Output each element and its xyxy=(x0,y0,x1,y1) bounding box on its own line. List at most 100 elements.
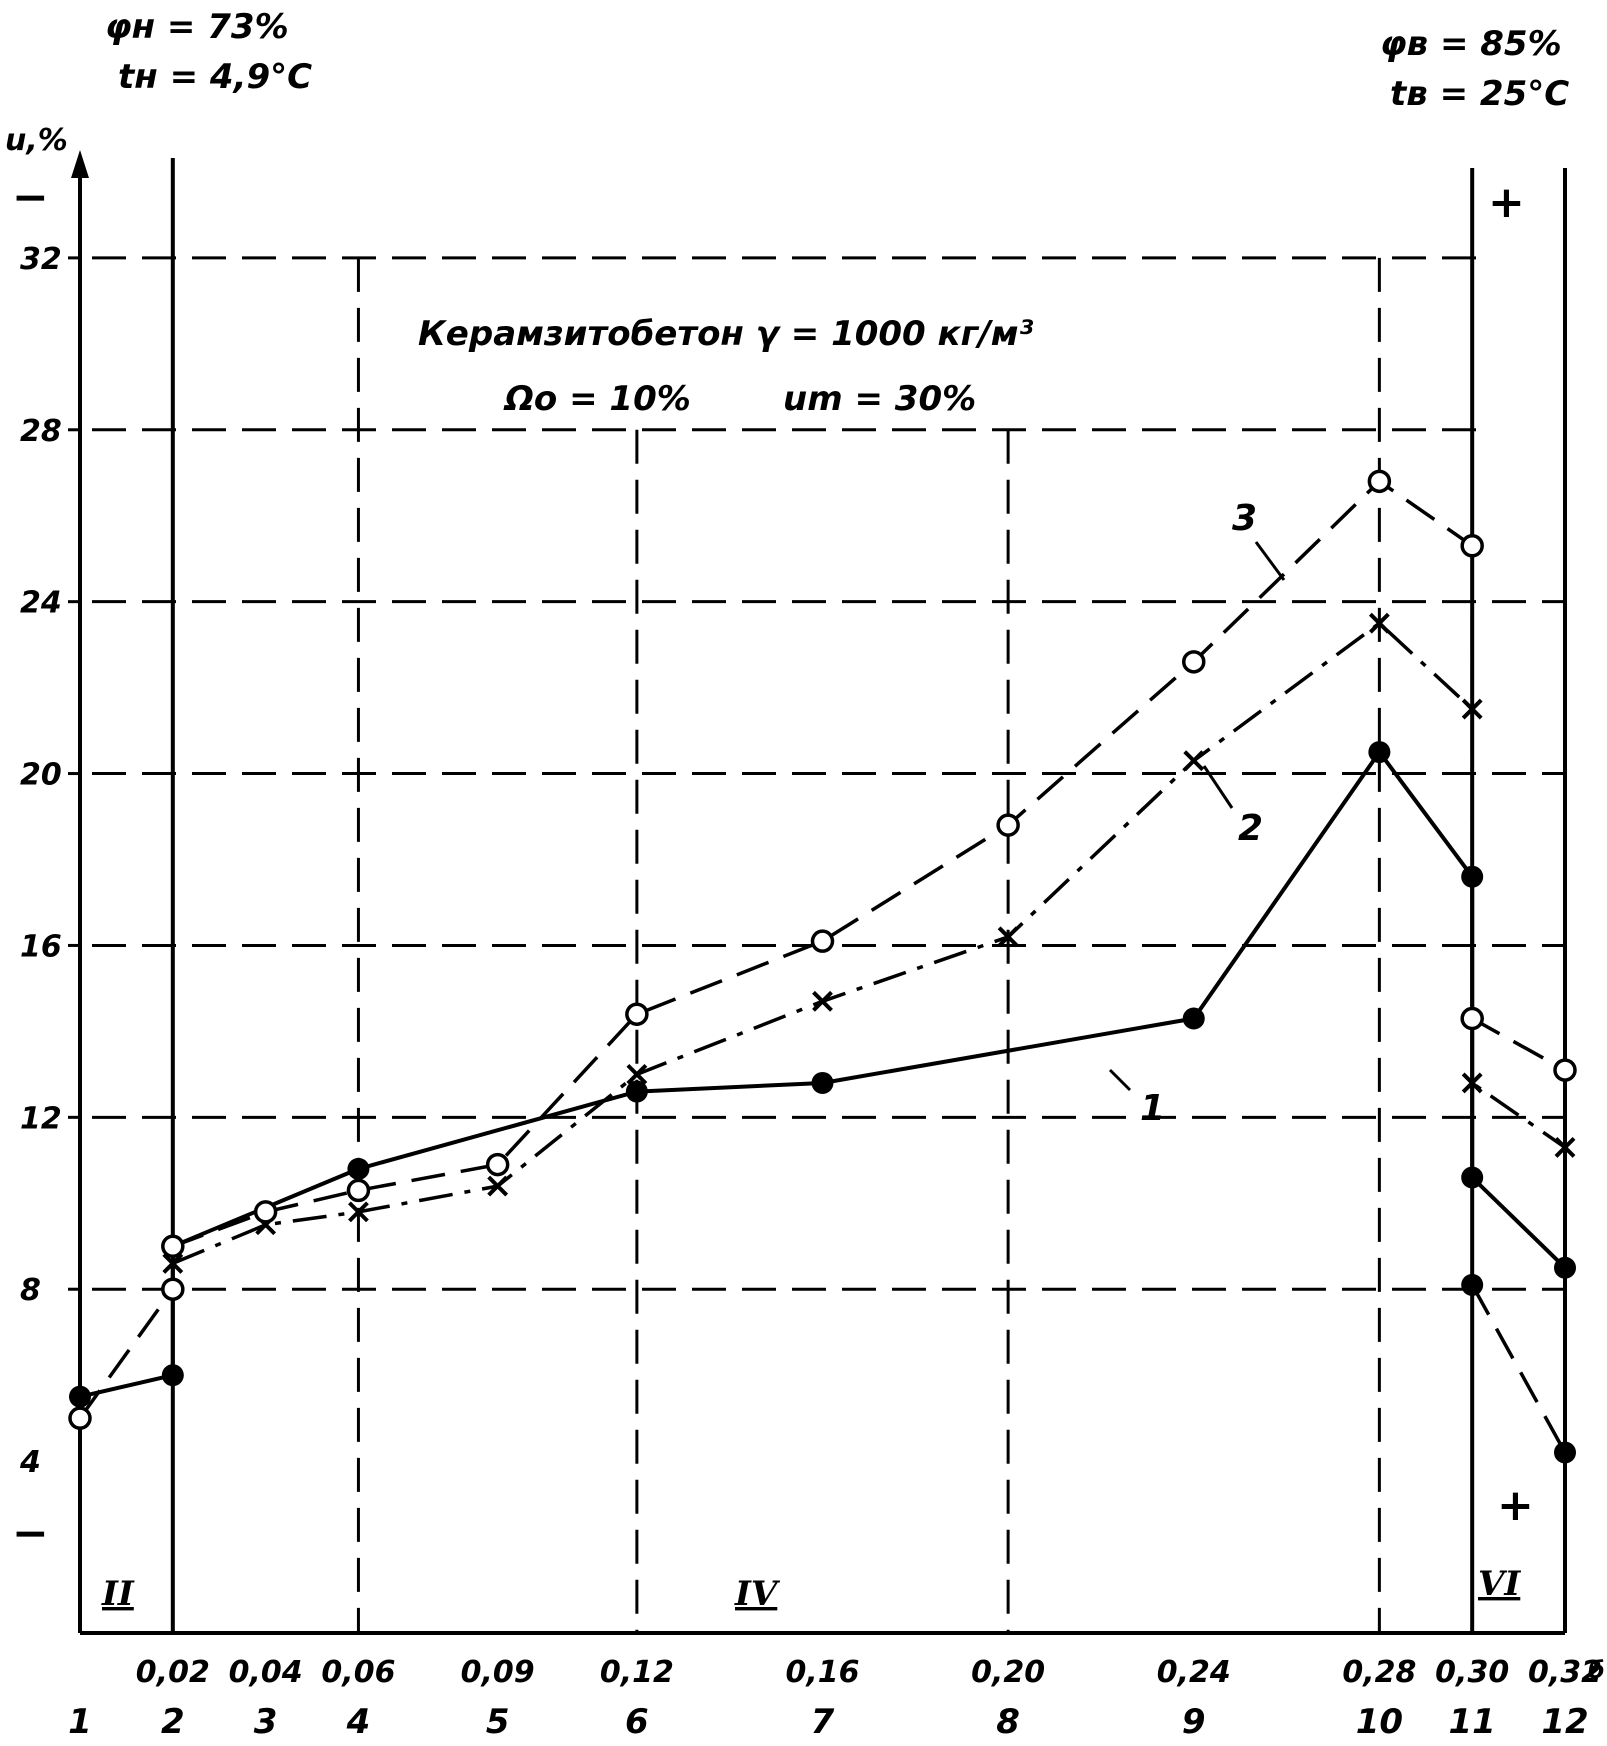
minus-sign-bottom: − xyxy=(12,1508,49,1559)
data-point-sx3-0 xyxy=(1461,1273,1484,1296)
data-point-s3-0 xyxy=(68,1406,92,1430)
series-line-3 xyxy=(78,479,1566,1420)
data-point-s3-2 xyxy=(161,1234,185,1258)
curve-leader-3 xyxy=(1254,541,1286,581)
point-number-11: 11 xyxy=(1449,1702,1496,1741)
point-number-3: 3 xyxy=(254,1702,278,1741)
data-point-s2-9 xyxy=(1461,698,1483,720)
y-tick-label-24: 24 xyxy=(20,586,62,621)
inner-temperature-label: tв = 25°C xyxy=(1390,74,1569,114)
data-point-s1-3 xyxy=(347,1157,370,1180)
data-point-s3-4 xyxy=(346,1178,371,1203)
data-point-s3-11 xyxy=(1460,534,1484,558)
data-point-s1-1 xyxy=(161,1364,184,1387)
data-point-s3-5 xyxy=(485,1152,510,1177)
x-tick-label-0_16: 0,16 xyxy=(785,1655,859,1690)
axes xyxy=(68,150,1567,1635)
x-tick-label-0_30: 0,30 xyxy=(1435,1655,1509,1690)
series-1 xyxy=(69,741,1576,1408)
outer-humidity-label: φн = 73% xyxy=(105,7,289,47)
y-tick-label-20: 20 xyxy=(20,758,62,793)
y-axis-label: u,% xyxy=(5,123,68,158)
data-point-s3-9 xyxy=(1182,650,1206,674)
point-number-10: 10 xyxy=(1356,1702,1403,1741)
data-point-s3-7 xyxy=(810,929,835,953)
material-label: Керамзитобетон γ = 1000 кг/м³ xyxy=(418,314,1034,354)
data-point-s1-4 xyxy=(625,1080,648,1103)
point-number-5: 5 xyxy=(486,1702,510,1741)
point-number-12: 12 xyxy=(1541,1702,1588,1741)
y-tick-label-8: 8 xyxy=(20,1273,41,1308)
data-point-s2-5 xyxy=(812,990,833,1012)
omega-label: Ωо = 10% xyxy=(503,379,691,419)
curve-leader-1 xyxy=(1108,1068,1132,1092)
point-number-6: 6 xyxy=(625,1702,649,1741)
point-number-1: 1 xyxy=(68,1702,92,1741)
curve-label-3: 3 xyxy=(1232,498,1257,539)
data-point-s1-6 xyxy=(1182,1007,1205,1030)
data-point-s1-5 xyxy=(811,1071,834,1094)
series-line-2 xyxy=(172,621,1566,1266)
point-number-8: 8 xyxy=(996,1702,1020,1741)
data-point-s1-0 xyxy=(69,1385,91,1408)
plus-sign-bottom: + xyxy=(1497,1480,1534,1531)
data-point-s2-7 xyxy=(1183,750,1205,772)
x-tick-label-0_20: 0,20 xyxy=(971,1655,1045,1690)
data-point-s3-13 xyxy=(1553,1058,1577,1082)
series-line-extra-3 xyxy=(1470,1284,1567,1454)
data-point-s2-0 xyxy=(162,1253,184,1274)
x-tick-label-0_28: 0,28 xyxy=(1342,1655,1416,1690)
series-group: 1 2 3 xyxy=(68,469,1577,1464)
data-point-s2-4 xyxy=(626,1063,648,1085)
data-point-s1-9 xyxy=(1461,1166,1484,1189)
data-point-s3-6 xyxy=(625,1002,649,1026)
y-tick-label-16: 16 xyxy=(20,929,62,964)
data-point-s3-12 xyxy=(1460,1006,1484,1031)
curve-label-2: 2 xyxy=(1238,808,1263,849)
corner-letter: б xyxy=(1588,1656,1605,1684)
outer-temperature-label: tн = 4,9°C xyxy=(118,57,312,97)
inner-humidity-label: φв = 85% xyxy=(1380,24,1562,64)
data-point-s2-11 xyxy=(1554,1136,1576,1158)
plus-sign-top: + xyxy=(1488,177,1525,228)
data-point-sx3-1 xyxy=(1554,1441,1576,1464)
y-tick-label-12: 12 xyxy=(20,1101,62,1136)
data-point-s3-8 xyxy=(996,813,1020,837)
x-tick-label-0_12: 0,12 xyxy=(600,1655,674,1690)
y-tick-label-28: 28 xyxy=(20,414,62,449)
x-tick-label-0_04: 0,04 xyxy=(229,1655,303,1690)
y-axis-arrow xyxy=(71,150,89,178)
data-point-s2-10 xyxy=(1461,1072,1483,1094)
y-tick-label-4: 4 xyxy=(19,1445,41,1480)
zone-label-ii: II xyxy=(101,1574,135,1614)
point-number-4: 4 xyxy=(346,1702,371,1741)
data-point-s3-1 xyxy=(161,1277,185,1301)
minus-sign-top: − xyxy=(12,172,49,223)
series-extra-3 xyxy=(1461,1273,1576,1464)
data-point-s3-3 xyxy=(253,1200,278,1224)
point-number-2: 2 xyxy=(161,1702,185,1741)
curve-label-1: 1 xyxy=(1140,1088,1165,1129)
x-tick-label-0_32: 0,32 xyxy=(1528,1655,1602,1690)
data-point-s3-10 xyxy=(1367,469,1392,494)
data-point-s1-10 xyxy=(1554,1256,1576,1279)
um-label: um = 30% xyxy=(783,379,976,419)
x-tick-label-0_24: 0,24 xyxy=(1157,1655,1231,1690)
data-point-s2-8 xyxy=(1368,612,1390,634)
data-point-s2-2 xyxy=(348,1201,369,1223)
curve-leader-2 xyxy=(1202,765,1234,809)
series-3 xyxy=(68,469,1577,1430)
zone-label-iv: IV xyxy=(734,1574,781,1614)
x-tick-label-0_09: 0,09 xyxy=(461,1655,535,1690)
point-number-7: 7 xyxy=(811,1702,835,1741)
data-point-s2-3 xyxy=(487,1175,509,1197)
data-point-s1-7 xyxy=(1368,741,1391,764)
zone-label-vi: VI xyxy=(1478,1564,1521,1604)
data-point-s2-6 xyxy=(997,926,1019,948)
series-2 xyxy=(162,612,1576,1274)
x-tick-label-0_02: 0,02 xyxy=(136,1655,210,1690)
y-tick-label-32: 32 xyxy=(20,242,62,277)
